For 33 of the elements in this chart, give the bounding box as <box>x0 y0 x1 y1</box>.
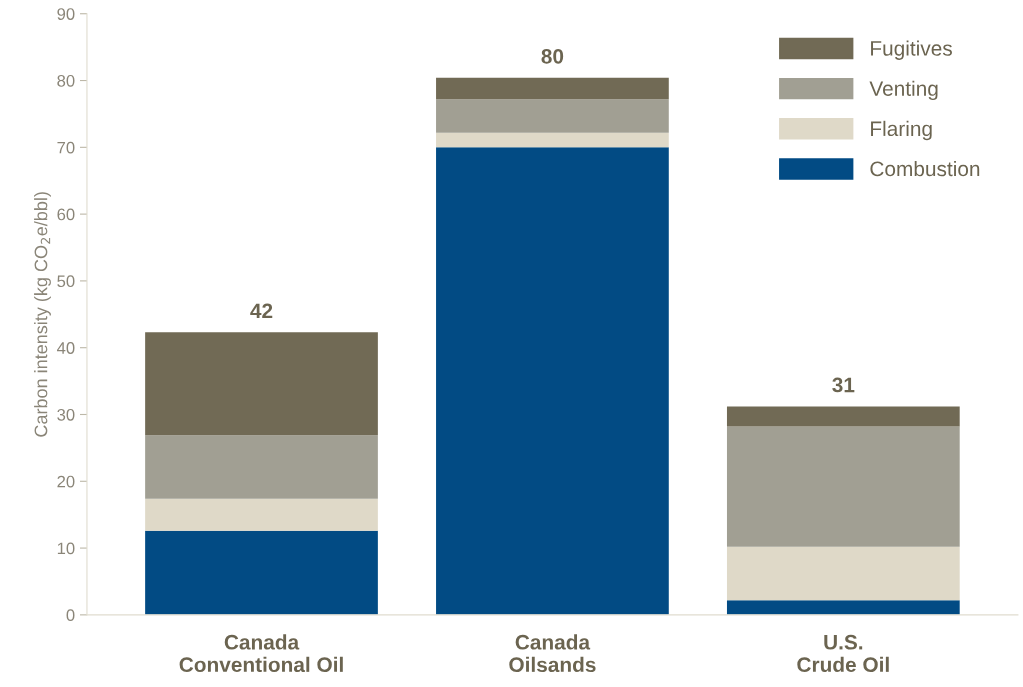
bar <box>145 530 378 615</box>
y-tick-label: 10 <box>57 542 75 555</box>
bar <box>726 600 960 615</box>
y-axis-title: Carbon intensity (kg CO$_{2}$e/bbl) <box>34 192 51 437</box>
y-tick-label: 70 <box>57 141 75 154</box>
bar <box>436 132 669 148</box>
y-tick-label: 80 <box>57 74 75 87</box>
bar <box>436 147 669 615</box>
legend-label: Venting <box>869 80 938 101</box>
y-tick-label: 40 <box>57 342 75 354</box>
y-tick-label: 30 <box>57 408 75 421</box>
bar <box>145 435 378 499</box>
legend-label: Flaring <box>871 120 932 141</box>
legend-label: Combustion <box>870 160 980 177</box>
y-tick-label: 50 <box>57 275 75 288</box>
x-tick-label: Canada Conventional Oil <box>179 634 343 673</box>
bar <box>145 498 378 531</box>
bar <box>726 406 960 427</box>
total-label: 80 <box>541 48 564 64</box>
y-tick-label: 60 <box>57 208 75 221</box>
total-label: 42 <box>250 303 273 318</box>
bar <box>436 99 669 133</box>
x-tick-label: Canada Oilsands <box>509 634 596 673</box>
total-label: 31 <box>832 377 855 393</box>
bar <box>145 332 378 436</box>
bar <box>726 426 960 547</box>
y-tick-label: 20 <box>57 475 75 488</box>
bar <box>436 77 669 100</box>
bar <box>726 546 960 601</box>
y-tick-label: 90 <box>57 8 75 20</box>
x-tick-label: U.S. Crude Oil <box>797 634 889 673</box>
y-tick-label: 0 <box>66 609 75 622</box>
legend-label: Fugitives <box>871 40 952 60</box>
